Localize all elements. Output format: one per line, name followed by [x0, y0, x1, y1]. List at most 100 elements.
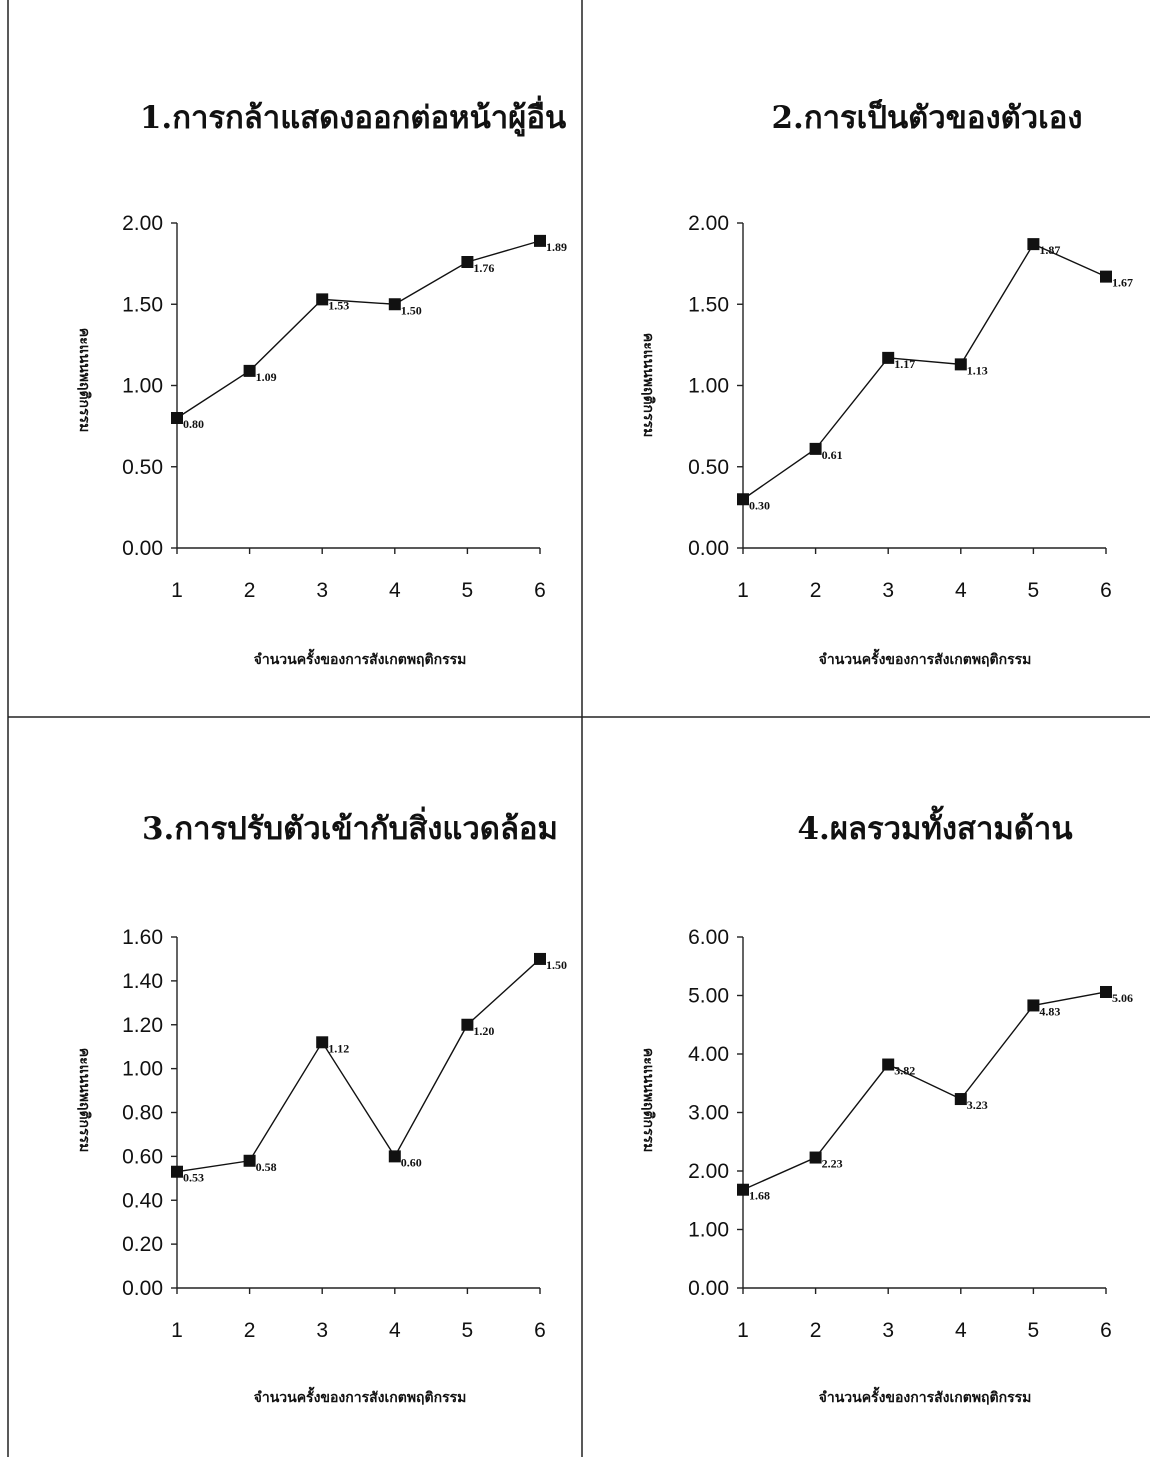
x-tick-label: 4: [389, 1319, 401, 1342]
x-tick-label: 3: [316, 579, 328, 602]
chart-title: 4.ผลรวมทั้งสามด้าน: [797, 805, 1072, 847]
plot-area: 0.00 0.50 1.00 1.50 2.00 1 2 3 4 5 6 0.80 1.09 1.53 1.…: [122, 212, 567, 602]
x-tick-label: 1: [171, 1319, 183, 1342]
chart-title: 3.การปรับตัวเข้ากับสิ่งแวดล้อม: [142, 806, 558, 847]
data-label: 1.50: [401, 303, 422, 317]
data-point-marker: [171, 1165, 183, 1178]
chart-title: 1.การกล้าแสดงออกต่อหน้าผู้อื่น: [140, 95, 566, 137]
data-point-marker: [461, 1018, 474, 1031]
y-tick-label: 1.00: [122, 1058, 163, 1081]
data-point-marker: [1027, 999, 1040, 1012]
data-point-marker: [316, 293, 329, 306]
y-tick-label: 1.50: [122, 293, 163, 316]
y-tick-label: 4.00: [688, 1043, 729, 1066]
data-label: 1.09: [256, 370, 277, 384]
data-point-marker: [316, 1036, 329, 1049]
data-label: 0.80: [183, 417, 204, 431]
data-label: 0.30: [749, 498, 770, 512]
data-label: 0.61: [822, 448, 843, 462]
data-point-marker: [461, 256, 474, 268]
data-point-marker: [243, 1154, 256, 1167]
y-tick-label: 2.00: [688, 1160, 729, 1183]
data-point-marker: [1100, 985, 1112, 998]
plot-area: 0.00 0.20 0.40 0.60 0.80 1.00 1.20 1.40 1.60 1 2 3 4…: [122, 926, 567, 1342]
y-tick-label: 0.50: [688, 456, 729, 479]
x-tick-label: 2: [810, 1319, 822, 1342]
series-line: [176, 958, 541, 1173]
x-axis-label: จำนวนครั้งของการสังเกตพฤติกรรม: [254, 648, 467, 668]
data-point-marker: [388, 298, 401, 311]
data-point-marker: [388, 1150, 401, 1163]
y-tick-label: 0.80: [122, 1102, 163, 1125]
data-point-marker: [534, 234, 546, 247]
data-label: 3.23: [967, 1098, 988, 1112]
y-tick-label: 1.00: [688, 375, 729, 398]
y-tick-label: 1.40: [122, 970, 163, 993]
x-axis-label: จำนวนครั้งของการสังเกตพฤติกรรม: [254, 1386, 467, 1406]
series-line: [742, 991, 1107, 1191]
x-tick-label: 6: [1100, 1319, 1112, 1342]
y-tick-label: 0.50: [122, 456, 163, 479]
data-point-marker: [882, 1058, 895, 1071]
data-point-marker: [1027, 238, 1040, 251]
plot-area: 0.00 1.00 2.00 3.00 4.00 5.00 6.00 1 2 3 4 5 6 1.68 2.…: [688, 926, 1133, 1342]
data-point-marker: [809, 1151, 822, 1164]
x-tick-label: 6: [1100, 579, 1112, 602]
x-tick-label: 5: [462, 1319, 474, 1342]
data-label: 1.76: [473, 261, 494, 275]
series-line: [176, 240, 541, 419]
y-tick-label: 0.40: [122, 1189, 163, 1212]
data-label: 1.20: [473, 1024, 494, 1038]
data-label: 0.58: [256, 1160, 277, 1174]
series-line: [742, 243, 1107, 500]
data-point-marker: [534, 952, 546, 965]
y-tick-label: 1.20: [122, 1014, 163, 1037]
x-tick-label: 3: [882, 1319, 894, 1342]
y-tick-label: 0.00: [688, 1277, 729, 1300]
x-tick-label: 4: [955, 579, 967, 602]
y-tick-label: 2.00: [122, 212, 163, 235]
y-axis-label: คะแนนพฤติกรรม: [640, 1048, 656, 1153]
x-tick-label: 1: [171, 579, 183, 602]
data-point-marker: [954, 1093, 967, 1106]
data-label: 1.13: [967, 363, 988, 377]
x-tick-label: 2: [244, 1319, 256, 1342]
chart-title: 2.การเป็นตัวของตัวเอง: [771, 98, 1082, 136]
x-tick-label: 2: [244, 579, 256, 602]
y-tick-label: 1.50: [688, 293, 729, 316]
y-tick-label: 2.00: [688, 212, 729, 235]
data-label: 1.50: [546, 958, 567, 972]
data-label: 2.23: [822, 1157, 843, 1171]
data-label: 3.82: [894, 1064, 915, 1078]
y-tick-label: 1.00: [688, 1219, 729, 1242]
y-tick-label: 1.00: [122, 375, 163, 398]
x-tick-label: 6: [534, 1319, 546, 1342]
data-label: 1.53: [328, 298, 349, 312]
y-tick-label: 3.00: [688, 1102, 729, 1125]
x-tick-label: 5: [462, 579, 474, 602]
data-point-marker: [882, 351, 895, 364]
data-point-marker: [1100, 270, 1112, 283]
y-tick-label: 0.00: [122, 537, 163, 560]
data-point-marker: [243, 364, 256, 377]
x-tick-label: 5: [1028, 1319, 1040, 1342]
y-tick-label: 5.00: [688, 985, 729, 1008]
x-tick-label: 1: [737, 1319, 749, 1342]
data-label: 4.83: [1039, 1004, 1060, 1018]
x-tick-label: 3: [882, 579, 894, 602]
data-label: 0.60: [401, 1155, 422, 1169]
data-label: 1.89: [546, 240, 567, 254]
y-axis-label: คะแนนพฤติกรรม: [76, 1048, 92, 1153]
y-axis-label: คะแนนพฤติกรรม: [640, 333, 656, 438]
y-tick-label: 0.20: [122, 1233, 163, 1256]
x-tick-label: 2: [810, 579, 822, 602]
chart-panel-3: 3.การปรับตัวเข้ากับสิ่งแวดล้อม คะแนนพฤติ…: [76, 806, 567, 1406]
x-tick-label: 3: [316, 1319, 328, 1342]
x-tick-label: 4: [389, 579, 401, 602]
data-label: 0.53: [183, 1171, 204, 1185]
chart-panel-2: 2.การเป็นตัวของตัวเอง คะแนนพฤติกรรม จำนว…: [640, 98, 1133, 668]
y-tick-label: 1.60: [122, 926, 163, 949]
data-label: 1.67: [1112, 276, 1133, 290]
plot-area: 0.00 0.50 1.00 1.50 2.00 1 2 3 4 5 6 0.30 0.61 1.17 1.…: [688, 212, 1133, 602]
